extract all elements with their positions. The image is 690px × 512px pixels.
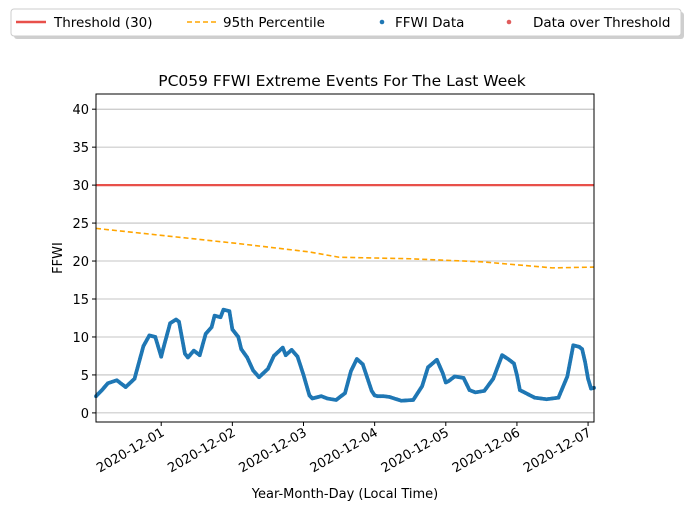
x-axis-label: Year-Month-Day (Local Time) <box>251 487 438 502</box>
legend-over-threshold-swatch <box>506 19 512 25</box>
y-tick-label: 25 <box>72 217 89 232</box>
y-tick-label: 35 <box>72 141 89 156</box>
legend-percentile-label: 95th Percentile <box>223 15 325 31</box>
y-tick-label: 10 <box>72 331 89 346</box>
y-tick-label: 30 <box>72 179 89 194</box>
y-tick-label: 15 <box>72 293 89 308</box>
x-axis-ticks: 2020-12-012020-12-022020-12-032020-12-04… <box>94 422 594 476</box>
legend-ffwi-label: FFWI Data <box>395 15 464 31</box>
legend: Threshold (30) 95th Percentile FFWI Data… <box>10 8 684 39</box>
x-tick-label: 2020-12-04 <box>308 425 381 476</box>
y-axis-ticks: 0 5 10 15 20 25 30 35 40 <box>72 103 96 422</box>
x-tick-label: 2020-12-03 <box>237 425 310 476</box>
x-tick-label: 2020-12-06 <box>450 425 523 476</box>
plot-series <box>94 184 596 403</box>
y-tick-label: 20 <box>72 255 89 270</box>
x-tick-label: 2020-12-05 <box>379 425 452 476</box>
y-tick-label: 5 <box>81 369 89 384</box>
x-tick-label: 2020-12-01 <box>94 425 167 476</box>
y-tick-label: 0 <box>81 407 89 422</box>
legend-threshold-label: Threshold (30) <box>53 15 153 31</box>
y-axis-label: FFWI <box>51 242 66 274</box>
x-tick-label: 2020-12-07 <box>521 425 594 476</box>
x-tick-label: 2020-12-02 <box>165 425 238 476</box>
chart-title: PC059 FFWI Extreme Events For The Last W… <box>158 72 526 90</box>
plot-frame <box>95 93 595 423</box>
percentile-line <box>95 227 595 269</box>
legend-ffwi-swatch <box>379 19 385 25</box>
legend-over-threshold-label: Data over Threshold <box>533 15 670 31</box>
y-gridlines <box>96 108 594 414</box>
ffwi-data-points <box>94 307 596 403</box>
y-tick-label: 40 <box>72 103 89 118</box>
